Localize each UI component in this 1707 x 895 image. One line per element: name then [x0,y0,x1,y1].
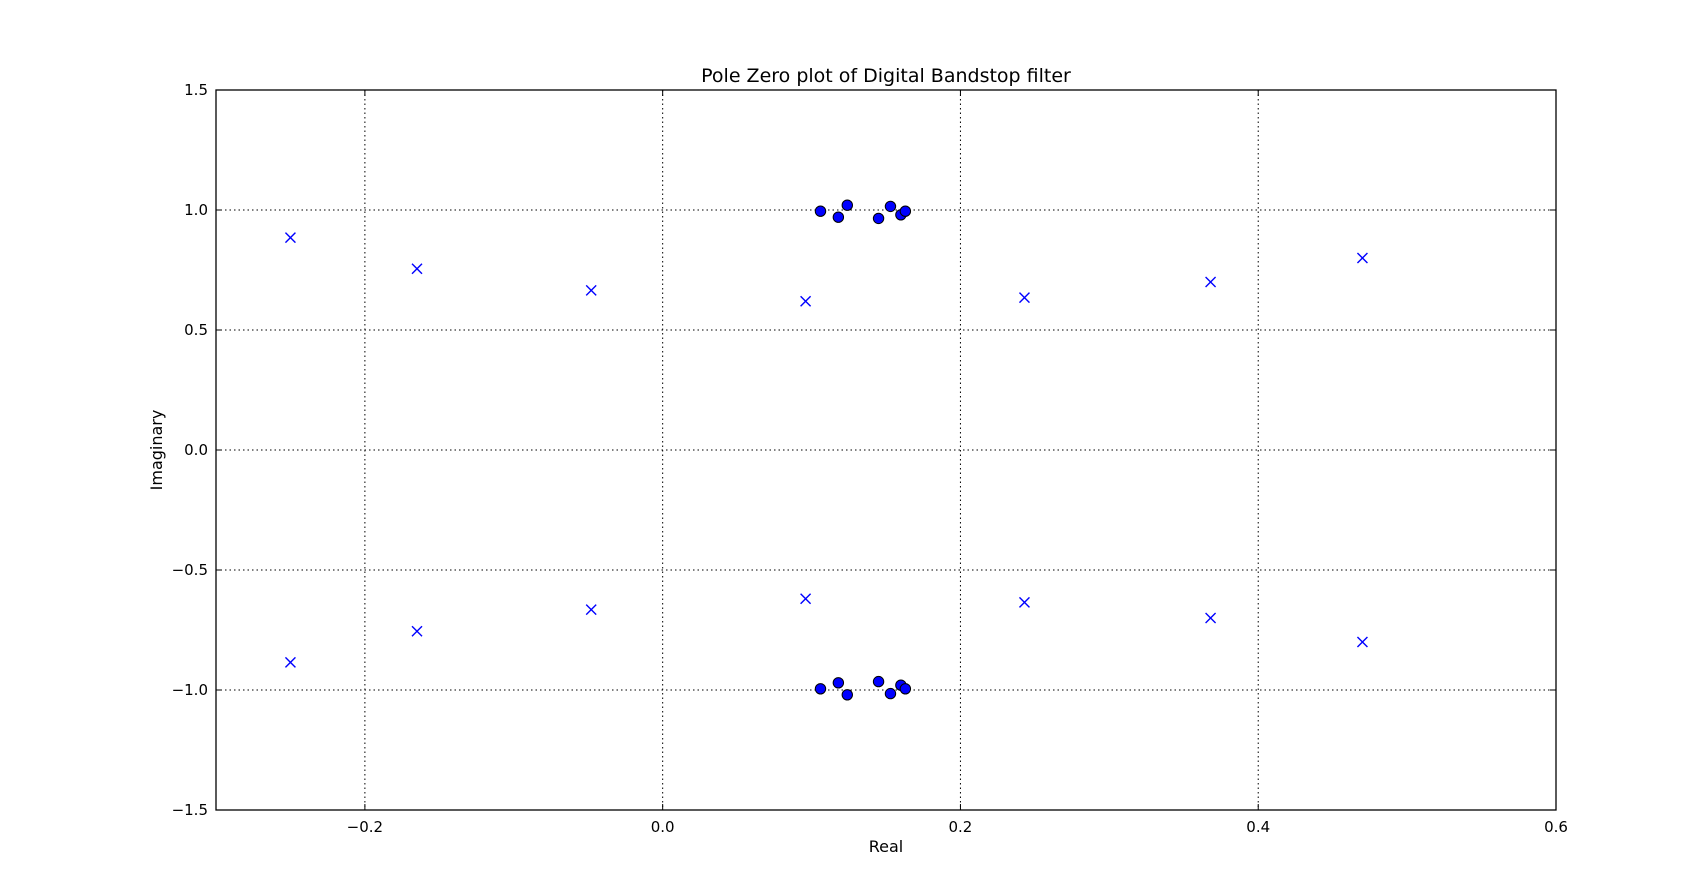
y-tick-label: 1.0 [184,201,208,219]
pole-marker-stroke [1356,252,1368,264]
x-tick-label: 0.6 [1544,818,1568,836]
pole-marker-stroke [585,284,597,296]
pole-marker [1205,612,1217,624]
zero-marker [872,675,885,688]
x-tick-label: 0.2 [949,818,973,836]
pole-marker [284,232,296,244]
pole-marker [1205,276,1217,288]
pole-marker [585,284,597,296]
pole-marker [1356,636,1368,648]
y-tick-label: −0.5 [172,561,208,579]
zero-marker [841,199,853,211]
zero-marker [814,683,827,695]
zero-marker [814,205,827,217]
pole-marker-stroke [800,295,812,307]
pole-marker [800,295,812,307]
pole-marker-stroke [1205,612,1217,624]
pole-marker [1018,292,1030,304]
zero-marker [899,683,912,695]
pole-marker-stroke [411,625,423,637]
pole-marker [1356,252,1368,264]
zero-marker [872,212,885,225]
pole-marker-stroke [1356,636,1368,648]
y-tick-label: 0.0 [184,441,208,459]
pole-marker [284,656,296,668]
zero-marker [884,200,897,213]
axis-ticks: −0.2 0.0 0.2 0.4 0.6 −1.5 −1.0 −0.5 0.0 0.5 1.0 1.5 [172,81,1568,836]
x-tick-label: 0.0 [651,818,675,836]
pole-marker-stroke [800,593,812,605]
pole-marker-stroke [411,263,423,275]
x-tick-label: 0.4 [1246,818,1270,836]
pole-marker [411,263,423,275]
y-axis-label: Imaginary [147,410,166,491]
zero-marker [899,205,912,217]
pole-marker-stroke [1018,292,1030,304]
y-tick-label: −1.5 [172,801,208,819]
y-tick-label: −1.0 [172,681,208,699]
zero-marker [832,211,845,223]
pole-marker-stroke [1205,276,1217,288]
pole-marker [1018,596,1030,608]
y-tick-label: 1.5 [184,81,208,99]
zero-marker [884,687,897,700]
zero-marker [832,677,845,689]
pole-marker-stroke [284,232,296,244]
pole-marker-stroke [585,604,597,616]
x-tick-label: −0.2 [347,818,383,836]
pole-marker [800,593,812,605]
pole-marker [585,604,597,616]
data-points [284,199,1368,701]
pole-marker-stroke [1018,596,1030,608]
x-axis-label: Real [869,837,904,856]
grid [216,90,1556,810]
y-tick-label: 0.5 [184,321,208,339]
pole-marker-stroke [284,656,296,668]
pole-marker [411,625,423,637]
chart-title: Pole Zero plot of Digital Bandstop filte… [701,65,1071,87]
zero-marker [841,689,853,701]
